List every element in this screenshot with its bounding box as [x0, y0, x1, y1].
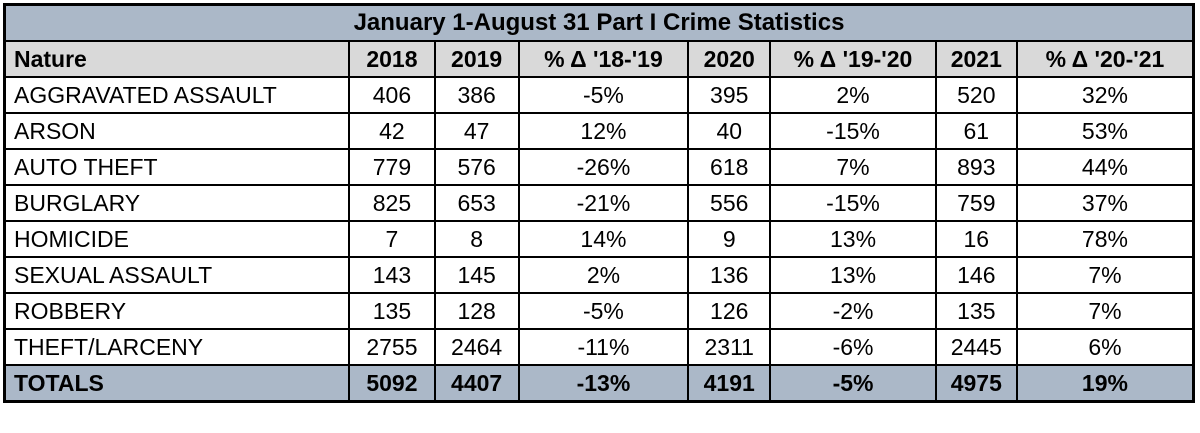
value-cell: 779: [348, 148, 436, 186]
value-cell: 13%: [769, 220, 937, 258]
value-cell: 135: [348, 292, 436, 330]
value-cell: 2%: [769, 76, 937, 114]
table-header-row: Nature 2018 2019 % Δ '18-'19 2020 % Δ '1…: [3, 40, 1195, 78]
value-cell: 2%: [517, 256, 690, 294]
value-cell: 146: [934, 256, 1018, 294]
table-row: AGGRAVATED ASSAULT 406 386 -5% 395 2% 52…: [3, 76, 1195, 114]
value-cell: 2464: [433, 328, 520, 366]
value-cell: 759: [934, 184, 1018, 222]
value-cell: 16: [934, 220, 1018, 258]
value-cell: 825: [348, 184, 436, 222]
table-row: ROBBERY 135 128 -5% 126 -2% 135 7%: [3, 292, 1195, 330]
value-cell: 7%: [1015, 292, 1195, 330]
value-cell: 406: [348, 76, 436, 114]
totals-value-cell: 5092: [348, 364, 436, 403]
nature-cell: HOMICIDE: [3, 220, 351, 258]
value-cell: 145: [433, 256, 520, 294]
crime-statistics-table: January 1-August 31 Part I Crime Statist…: [3, 3, 1195, 403]
value-cell: 7: [348, 220, 436, 258]
value-cell: 7%: [769, 148, 937, 186]
value-cell: 53%: [1015, 112, 1195, 150]
value-cell: 13%: [769, 256, 937, 294]
nature-cell: SEXUAL ASSAULT: [3, 256, 351, 294]
value-cell: 12%: [517, 112, 690, 150]
value-cell: 386: [433, 76, 520, 114]
value-cell: 136: [687, 256, 772, 294]
value-cell: 61: [934, 112, 1018, 150]
column-header-2021: 2021: [934, 40, 1018, 78]
value-cell: -21%: [517, 184, 690, 222]
table-row: BURGLARY 825 653 -21% 556 -15% 759 37%: [3, 184, 1195, 222]
value-cell: 618: [687, 148, 772, 186]
totals-label-cell: TOTALS: [3, 364, 351, 403]
totals-row: TOTALS 5092 4407 -13% 4191 -5% 4975 19%: [3, 364, 1195, 403]
totals-value-cell: 4975: [934, 364, 1018, 403]
table-row: THEFT/LARCENY 2755 2464 -11% 2311 -6% 24…: [3, 328, 1195, 366]
value-cell: 2755: [348, 328, 436, 366]
totals-value-cell: 19%: [1015, 364, 1195, 403]
nature-cell: THEFT/LARCENY: [3, 328, 351, 366]
value-cell: 143: [348, 256, 436, 294]
value-cell: -2%: [769, 292, 937, 330]
value-cell: 6%: [1015, 328, 1195, 366]
value-cell: 576: [433, 148, 520, 186]
value-cell: 893: [934, 148, 1018, 186]
value-cell: 2311: [687, 328, 772, 366]
value-cell: 395: [687, 76, 772, 114]
column-header-delta-19-20: % Δ '19-'20: [769, 40, 937, 78]
value-cell: 520: [934, 76, 1018, 114]
value-cell: -5%: [517, 292, 690, 330]
nature-cell: ARSON: [3, 112, 351, 150]
table-row: ARSON 42 47 12% 40 -15% 61 53%: [3, 112, 1195, 150]
value-cell: 14%: [517, 220, 690, 258]
table-row: HOMICIDE 7 8 14% 9 13% 16 78%: [3, 220, 1195, 258]
table-title: January 1-August 31 Part I Crime Statist…: [3, 3, 1195, 42]
value-cell: 9: [687, 220, 772, 258]
column-header-delta-20-21: % Δ '20-'21: [1015, 40, 1195, 78]
column-header-2018: 2018: [348, 40, 436, 78]
value-cell: 8: [433, 220, 520, 258]
value-cell: 78%: [1015, 220, 1195, 258]
totals-value-cell: -5%: [769, 364, 937, 403]
totals-value-cell: 4407: [433, 364, 520, 403]
value-cell: -26%: [517, 148, 690, 186]
column-header-2019: 2019: [433, 40, 520, 78]
value-cell: 653: [433, 184, 520, 222]
value-cell: 128: [433, 292, 520, 330]
value-cell: -5%: [517, 76, 690, 114]
column-header-2020: 2020: [687, 40, 772, 78]
totals-value-cell: -13%: [517, 364, 690, 403]
value-cell: -6%: [769, 328, 937, 366]
value-cell: -15%: [769, 112, 937, 150]
value-cell: 44%: [1015, 148, 1195, 186]
nature-cell: AGGRAVATED ASSAULT: [3, 76, 351, 114]
value-cell: 37%: [1015, 184, 1195, 222]
nature-cell: BURGLARY: [3, 184, 351, 222]
value-cell: 7%: [1015, 256, 1195, 294]
value-cell: -11%: [517, 328, 690, 366]
value-cell: 135: [934, 292, 1018, 330]
value-cell: -15%: [769, 184, 937, 222]
value-cell: 32%: [1015, 76, 1195, 114]
value-cell: 40: [687, 112, 772, 150]
totals-value-cell: 4191: [687, 364, 772, 403]
value-cell: 556: [687, 184, 772, 222]
column-header-nature: Nature: [3, 40, 351, 78]
column-header-delta-18-19: % Δ '18-'19: [517, 40, 690, 78]
value-cell: 126: [687, 292, 772, 330]
nature-cell: ROBBERY: [3, 292, 351, 330]
table-row: AUTO THEFT 779 576 -26% 618 7% 893 44%: [3, 148, 1195, 186]
nature-cell: AUTO THEFT: [3, 148, 351, 186]
table-title-row: January 1-August 31 Part I Crime Statist…: [3, 3, 1195, 42]
value-cell: 47: [433, 112, 520, 150]
value-cell: 2445: [934, 328, 1018, 366]
value-cell: 42: [348, 112, 436, 150]
table-row: SEXUAL ASSAULT 143 145 2% 136 13% 146 7%: [3, 256, 1195, 294]
